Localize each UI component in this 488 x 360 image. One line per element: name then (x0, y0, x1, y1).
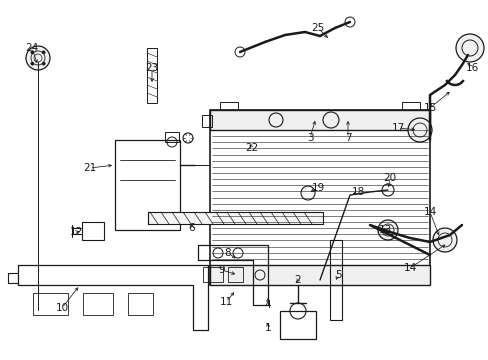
Bar (227, 267, 243, 282)
Text: 18: 18 (351, 187, 364, 197)
Bar (220, 102, 238, 110)
Text: 17: 17 (390, 123, 404, 133)
Bar (209, 110, 429, 130)
Text: 7: 7 (344, 133, 350, 143)
Circle shape (301, 186, 314, 200)
Bar (164, 132, 179, 142)
Bar (148, 212, 323, 224)
Circle shape (42, 51, 45, 54)
Text: 5: 5 (334, 270, 341, 280)
Text: 24: 24 (25, 43, 39, 53)
Text: 14: 14 (423, 207, 436, 217)
Bar (209, 110, 429, 285)
Circle shape (381, 184, 393, 196)
Text: 1: 1 (264, 323, 271, 333)
Circle shape (377, 220, 397, 240)
Bar (203, 267, 223, 282)
Bar (280, 311, 315, 339)
Bar (33, 293, 68, 315)
Text: 10: 10 (55, 303, 68, 313)
Text: 22: 22 (245, 143, 258, 153)
Bar (83, 293, 113, 315)
Bar (82, 222, 104, 240)
Circle shape (31, 62, 34, 65)
Text: 9: 9 (218, 265, 225, 275)
Text: 23: 23 (145, 63, 158, 73)
Bar (329, 240, 341, 320)
Text: 12: 12 (69, 227, 82, 237)
Text: 4: 4 (264, 300, 271, 310)
Text: 13: 13 (378, 225, 391, 235)
Text: 6: 6 (188, 223, 195, 233)
Circle shape (407, 118, 431, 142)
Text: 2: 2 (294, 275, 301, 285)
Text: 15: 15 (423, 103, 436, 113)
Text: 3: 3 (306, 133, 313, 143)
Bar (115, 140, 180, 230)
Circle shape (31, 51, 34, 54)
Circle shape (42, 62, 45, 65)
Text: 20: 20 (383, 173, 396, 183)
Text: 11: 11 (219, 297, 232, 307)
Circle shape (432, 228, 456, 252)
Bar (128, 293, 153, 315)
Text: 8: 8 (224, 248, 231, 258)
Text: 25: 25 (311, 23, 324, 33)
Circle shape (26, 46, 50, 70)
Bar (209, 265, 429, 285)
Text: 19: 19 (311, 183, 324, 193)
Circle shape (455, 34, 483, 62)
Text: 16: 16 (465, 63, 478, 73)
Bar (202, 115, 212, 127)
Text: 14: 14 (403, 263, 416, 273)
Text: 21: 21 (83, 163, 97, 173)
Bar (147, 48, 157, 103)
Bar (401, 102, 419, 110)
